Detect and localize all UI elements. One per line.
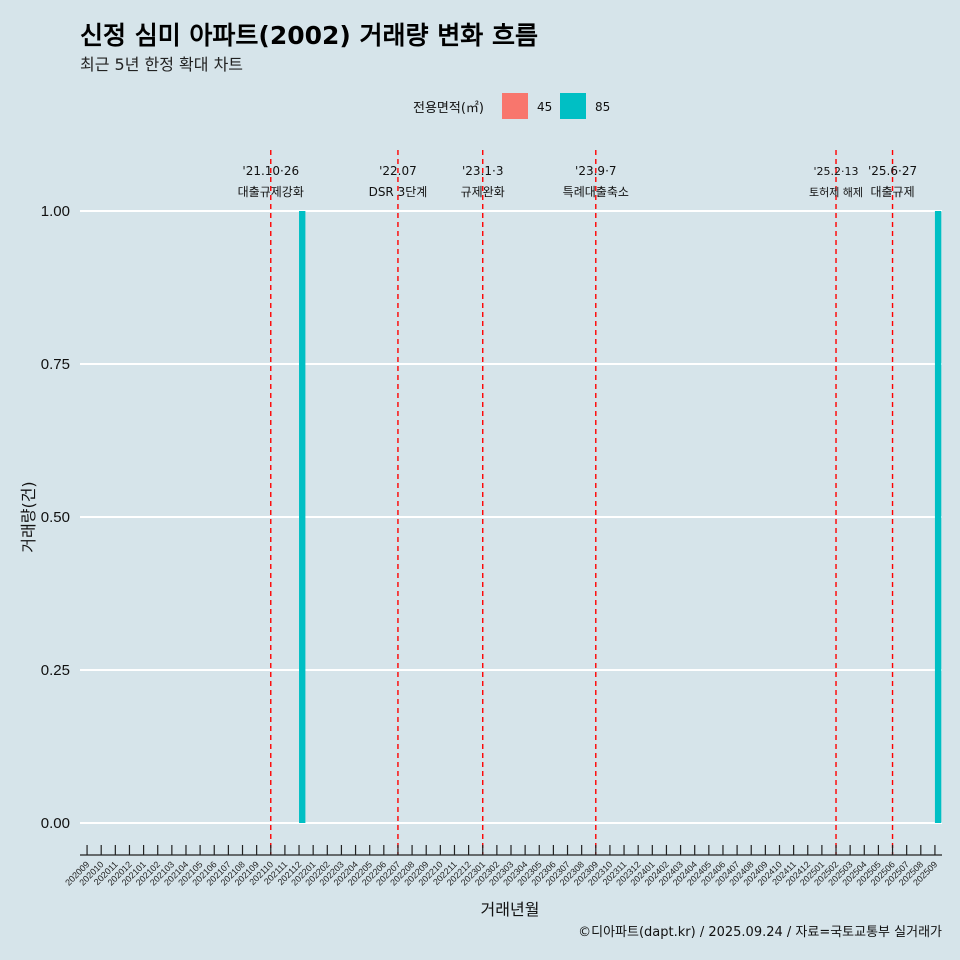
legend-label-85: 85 bbox=[595, 100, 610, 114]
y-tick-labels: 0.00 0.25 0.50 0.75 1.00 bbox=[41, 203, 70, 832]
event-date-202502: '25.2·13 bbox=[814, 165, 859, 178]
legend-swatch-45 bbox=[502, 93, 528, 119]
event-label-202309: 특례대출축소 bbox=[563, 185, 629, 199]
source-caption: ©디아파트(dapt.kr) / 2025.09.24 / 자료=국토교통부 실… bbox=[578, 925, 942, 940]
event-date-202110: '21.10·26 bbox=[242, 164, 299, 178]
x-axis-title: 거래년월 bbox=[481, 900, 540, 919]
bar-85-202112 bbox=[299, 211, 306, 823]
y-tick-label: 1.00 bbox=[41, 203, 70, 220]
event-label-202506: 대출규제 bbox=[870, 185, 914, 199]
legend-label-45: 45 bbox=[537, 100, 552, 114]
event-lines: '21.10·26 대출규제강화 '22.07 DSR 3단계 '23.1·3 규제완화 '… bbox=[238, 150, 917, 855]
bars bbox=[299, 211, 942, 823]
chart-title: 신정 심미 아파트(2002) 거래량 변화 흐름 bbox=[80, 21, 538, 50]
event-label-202110: 대출규제강화 bbox=[238, 185, 304, 199]
chart-subtitle: 최근 5년 한정 확대 차트 bbox=[80, 55, 243, 74]
y-tick-label: 0.25 bbox=[41, 662, 70, 679]
legend-title: 전용면적(㎡) bbox=[413, 101, 484, 116]
event-label-202207: DSR 3단계 bbox=[369, 185, 428, 199]
legend-swatch-85 bbox=[560, 93, 586, 119]
event-date-202506: '25.6·27 bbox=[868, 164, 917, 178]
event-date-202309: '23.9·7 bbox=[575, 164, 616, 178]
legend: 전용면적(㎡) 45 85 bbox=[413, 93, 610, 119]
y-tick-label: 0.00 bbox=[41, 815, 70, 832]
y-axis-title: 거래량(건) bbox=[19, 481, 38, 552]
event-label-202301: 규제완화 bbox=[461, 185, 505, 199]
event-label-202502: 토허제 해제 bbox=[809, 185, 863, 199]
event-date-202301: '23.1·3 bbox=[462, 164, 503, 178]
y-tick-label: 0.75 bbox=[41, 356, 70, 373]
y-gridlines bbox=[80, 210, 942, 824]
y-tick-label: 0.50 bbox=[41, 509, 70, 526]
bar-85-202509 bbox=[934, 211, 942, 823]
event-date-202207: '22.07 bbox=[379, 164, 417, 178]
x-axis: 2020092020102020112020122021012021022021… bbox=[63, 845, 942, 888]
